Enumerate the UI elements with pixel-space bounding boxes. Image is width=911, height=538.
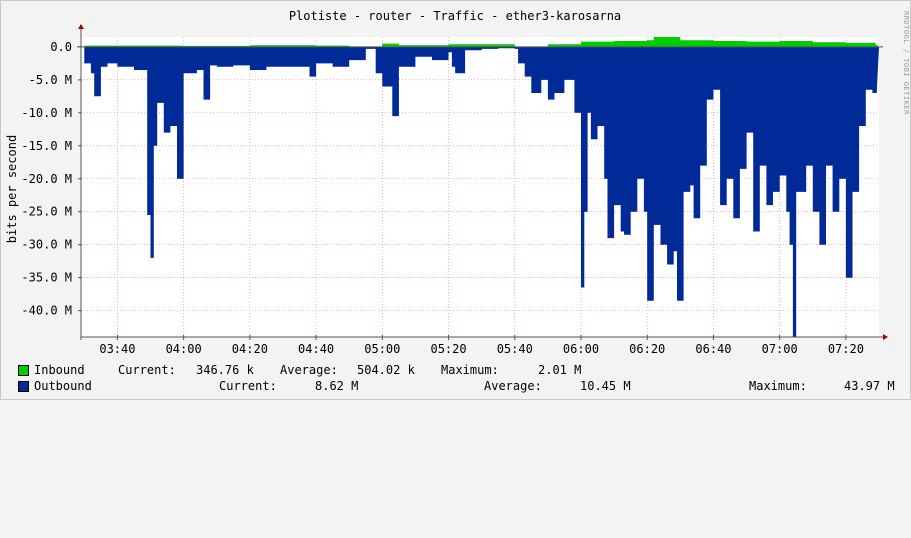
x-tick-label: 06:40 <box>695 342 731 356</box>
outbound-average-label: Average: <box>484 379 542 393</box>
traffic-chart: Plotiste - router - Traffic - ether3-kar… <box>5 9 910 356</box>
y-tick-label: -35.0 M <box>21 271 72 285</box>
series-inbound <box>84 37 880 47</box>
x-tick-label: 04:20 <box>232 342 268 356</box>
outbound-current: 8.62 M <box>315 379 359 393</box>
legend-outbound: Outbound Current: 8.62 M Average: 10.45 … <box>18 378 908 394</box>
axes <box>77 24 888 340</box>
y-tick-label: 0.0 <box>50 40 72 54</box>
y-axis-arrow <box>78 24 84 29</box>
outbound-current-label: Current: <box>219 379 277 393</box>
graph-frame: Plotiste - router - Traffic - ether3-kar… <box>0 0 911 400</box>
grid-lines <box>81 37 879 337</box>
legend: Inbound Current: 346.76 k Average: 504.0… <box>18 362 908 394</box>
data-areas <box>84 37 880 338</box>
x-tick-label: 05:00 <box>364 342 400 356</box>
y-tick-label: -10.0 M <box>21 106 72 120</box>
inbound-maximum-label: Maximum: <box>441 363 499 377</box>
y-tick-label: -30.0 M <box>21 238 72 252</box>
x-tick-label: 06:00 <box>563 342 599 356</box>
y-tick-label: -25.0 M <box>21 205 72 219</box>
inbound-maximum: 2.01 M <box>538 363 582 377</box>
y-axis-label: bits per second <box>5 135 19 243</box>
legend-inbound: Inbound Current: 346.76 k Average: 504.0… <box>18 362 908 378</box>
inbound-label: Inbound <box>34 363 85 377</box>
y-tick-label: -20.0 M <box>21 172 72 186</box>
x-tick-label: 06:20 <box>629 342 665 356</box>
inbound-average: 504.02 k <box>357 363 415 377</box>
x-tick-label: 04:40 <box>298 342 334 356</box>
outbound-maximum-label: Maximum: <box>749 379 807 393</box>
inbound-average-label: Average: <box>280 363 338 377</box>
outbound-average: 10.45 M <box>580 379 631 393</box>
chart-title: Plotiste - router - Traffic - ether3-kar… <box>289 9 621 23</box>
y-tick-labels: 0.0 -5.0 M -10.0 M -15.0 M -20.0 M -25.0 M -30… <box>21 40 82 318</box>
x-tick-label: 04:00 <box>166 342 202 356</box>
outbound-swatch <box>18 381 29 392</box>
x-axis-arrow <box>883 334 888 340</box>
inbound-current: 346.76 k <box>196 363 254 377</box>
y-tick-label: -15.0 M <box>21 139 72 153</box>
outbound-label: Outbound <box>34 379 92 393</box>
inbound-swatch <box>18 365 29 376</box>
rrdtool-credit: RRDTOOL / TOBI OETIKER <box>902 11 910 115</box>
series-outbound <box>84 46 880 338</box>
x-tick-label: 05:20 <box>430 342 466 356</box>
inbound-current-label: Current: <box>118 363 176 377</box>
y-tick-label: -5.0 M <box>29 73 72 87</box>
outbound-maximum: 43.97 M <box>844 379 895 393</box>
x-tick-label: 03:40 <box>99 342 135 356</box>
x-tick-label: 05:40 <box>497 342 533 356</box>
x-tick-label: 07:00 <box>762 342 798 356</box>
y-tick-label: -40.0 M <box>21 304 72 318</box>
x-tick-label: 07:20 <box>828 342 864 356</box>
x-tick-labels: 03:40 04:00 04:20 04:40 05:00 05:20 05:40 06:00… <box>99 335 864 356</box>
